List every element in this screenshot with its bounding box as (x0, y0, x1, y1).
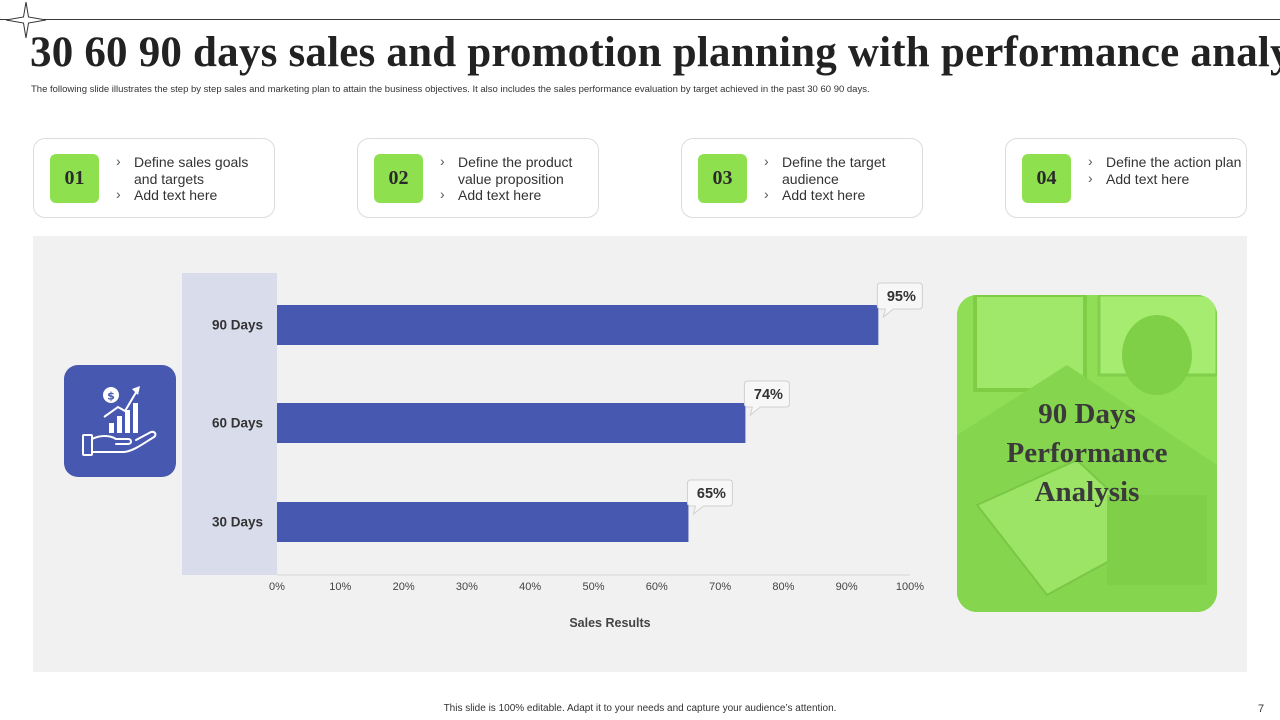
x-tick-label: 0% (269, 581, 285, 593)
x-tick-label: 80% (772, 581, 794, 593)
step-item-title: Define the action plan (1088, 153, 1246, 171)
slide-title: 30 60 90 days sales and promotion planni… (30, 29, 1280, 76)
bar-90-days (277, 305, 879, 345)
x-tick-label: 60% (646, 581, 668, 593)
step-item-placeholder: Add text here (440, 186, 598, 204)
data-label-callout (876, 282, 923, 319)
category-band (182, 273, 277, 575)
step-card-4: 04 Define the action plan Add text here (1005, 138, 1247, 218)
title-line-1: 90 Days (1038, 398, 1136, 430)
category-label: 30 Days (212, 515, 263, 530)
step-number-badge: 01 (50, 154, 99, 203)
data-label-callout (743, 380, 790, 417)
star-icon (6, 2, 46, 38)
bar-30-days (277, 502, 689, 542)
x-tick-label: 100% (896, 581, 924, 593)
office-photo-image (957, 295, 1217, 612)
x-tick-label: 50% (582, 581, 604, 593)
step-number-badge: 03 (698, 154, 747, 203)
step-item-placeholder: Add text here (116, 186, 274, 204)
step-item-placeholder: Add text here (764, 186, 922, 204)
performance-analysis-card: 90 Days Performance Analysis (957, 295, 1217, 612)
page-number: 7 (1258, 703, 1265, 715)
data-label: 65% (697, 486, 726, 502)
footer-note: This slide is 100% editable. Adapt it to… (443, 703, 837, 714)
x-tick-label: 40% (519, 581, 541, 593)
step-number-badge: 02 (374, 154, 423, 203)
top-divider-line (0, 19, 1280, 20)
step-list: Define sales goals and targets Add text … (116, 153, 274, 204)
x-axis-label: Sales Results (569, 616, 650, 630)
bar-60-days (277, 403, 746, 443)
performance-analysis-title: 90 Days Performance Analysis (957, 395, 1217, 512)
data-label: 95% (887, 289, 916, 305)
step-card-3: 03 Define the target audience Add text h… (681, 138, 923, 218)
data-label-callout (686, 479, 733, 516)
step-list: Define the action plan Add text here (1088, 153, 1246, 188)
x-tick-label: 10% (329, 581, 351, 593)
step-item-title: Define sales goals and targets (116, 153, 274, 187)
step-card-1: 01 Define sales goals and targets Add te… (33, 138, 275, 218)
data-label: 74% (754, 387, 783, 403)
step-item-placeholder: Add text here (1088, 170, 1246, 188)
x-tick-label: 70% (709, 581, 731, 593)
x-tick-label: 90% (836, 581, 858, 593)
step-list: Define the target audience Add text here (764, 153, 922, 204)
step-item-title: Define the target audience (764, 153, 922, 187)
x-tick-label: 30% (456, 581, 478, 593)
category-label: 90 Days (212, 318, 263, 333)
money-hand-growth-icon: $ (82, 386, 157, 456)
step-list: Define the product value proposition Add… (440, 153, 598, 204)
title-line-3: Analysis (1034, 476, 1140, 508)
title-line-2: Performance (1006, 437, 1168, 469)
step-item-title: Define the product value proposition (440, 153, 598, 187)
chart-badge: $ (64, 365, 176, 477)
category-label: 60 Days (212, 416, 263, 431)
slide-subtitle: The following slide illustrates the step… (31, 84, 870, 95)
svg-text:$: $ (107, 390, 115, 403)
step-card-2: 02 Define the product value proposition … (357, 138, 599, 218)
step-number-badge: 04 (1022, 154, 1071, 203)
x-tick-label: 20% (393, 581, 415, 593)
